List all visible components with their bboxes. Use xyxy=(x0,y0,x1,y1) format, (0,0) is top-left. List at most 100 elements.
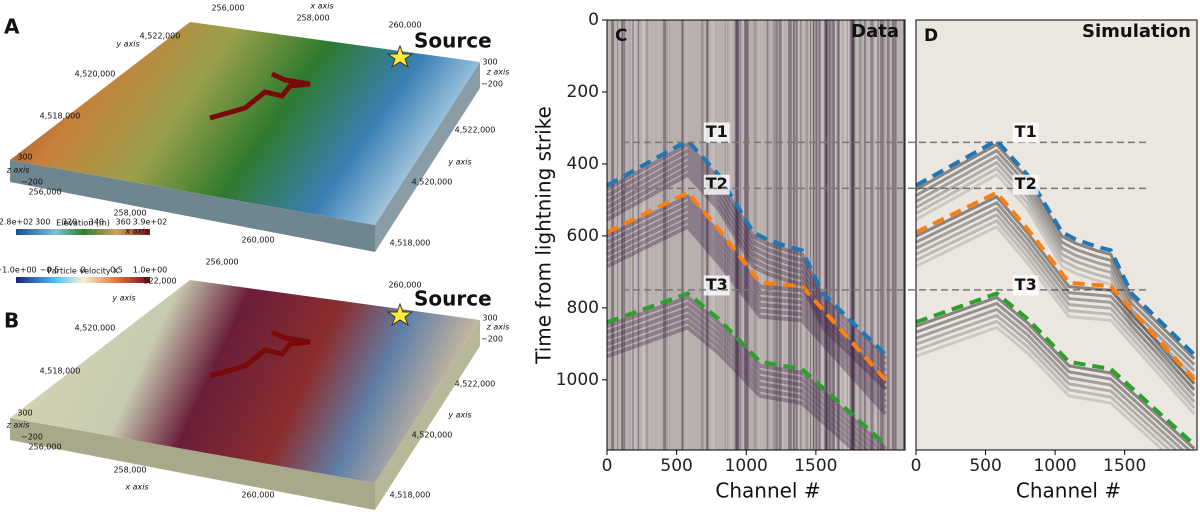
noise-stripe xyxy=(743,20,746,450)
noise-stripe xyxy=(726,20,730,450)
noise-stripe xyxy=(850,20,852,450)
pick-line xyxy=(607,138,887,357)
reflection-band xyxy=(916,313,1179,450)
reflection-band xyxy=(916,295,1196,450)
noise-stripe xyxy=(825,20,828,450)
noise-stripe xyxy=(766,20,769,450)
noise-stripe xyxy=(634,20,637,450)
noise-stripe xyxy=(822,20,826,450)
axis-text: 260,000 xyxy=(388,281,421,290)
colorbar-tick: 0.5 xyxy=(110,266,123,275)
pick-label: T3 xyxy=(706,275,728,294)
noise-stripe xyxy=(788,20,791,450)
pick-line xyxy=(916,291,1196,447)
noise-stripe xyxy=(816,20,820,450)
frame xyxy=(606,19,906,451)
axis-text: 522,000 xyxy=(143,277,176,286)
pick-label-bg xyxy=(1012,275,1039,296)
reflection-band xyxy=(607,206,887,398)
noise-stripe xyxy=(856,20,858,450)
noise-stripe xyxy=(644,20,646,450)
reflection-band xyxy=(607,325,857,450)
noise-stripe xyxy=(607,20,610,450)
noise-stripe xyxy=(833,20,836,450)
x-tick-label: 1000 xyxy=(1033,456,1076,476)
axis-text: −200 xyxy=(481,335,503,344)
axis-text: 260,000 xyxy=(241,491,274,500)
noise-stripe xyxy=(779,20,782,450)
axis-text: 4,518,000 xyxy=(390,239,431,248)
noise-stripe xyxy=(642,20,645,450)
noise-stripe xyxy=(877,20,879,450)
noise-stripe xyxy=(893,20,897,450)
noise-stripe xyxy=(772,20,775,450)
noise-stripe xyxy=(870,20,873,450)
noise-stripe xyxy=(637,20,640,450)
noise-stripe xyxy=(730,20,732,450)
noise-stripe xyxy=(850,20,852,450)
noise-stripe xyxy=(730,20,732,450)
noise-stripe xyxy=(859,20,862,450)
axis-text: x axis xyxy=(309,2,333,11)
noise-stripe xyxy=(777,20,779,450)
noise-stripe xyxy=(889,20,892,450)
noise-stripe xyxy=(636,20,640,450)
noise-stripe xyxy=(796,20,800,450)
colorbar-tick: 3.9e+02 xyxy=(133,218,168,227)
noise-stripe xyxy=(666,20,667,450)
noise-stripe xyxy=(870,20,874,450)
axis-text: −200 xyxy=(21,433,43,442)
pick-label-bg xyxy=(1012,122,1039,143)
noise-stripe xyxy=(903,20,905,450)
reflection-band xyxy=(916,325,1165,450)
pick-label-bg xyxy=(703,122,730,143)
colorbar-tick: −1.0e+00 xyxy=(0,266,37,275)
x-tick-label: 1000 xyxy=(725,456,768,476)
reflection-band xyxy=(607,301,884,450)
axis-text: x axis xyxy=(124,483,148,492)
frame xyxy=(915,19,1198,451)
colorbar-tick: 320 xyxy=(62,218,77,227)
noise-stripe xyxy=(734,20,737,450)
noise-stripe xyxy=(864,20,868,450)
noise-stripe xyxy=(836,20,840,450)
reflection-band xyxy=(607,194,887,386)
axis-text: 4,522,000 xyxy=(455,126,496,135)
noise-stripe xyxy=(833,20,835,450)
noise-stripe xyxy=(727,20,730,450)
axis-text: 300 xyxy=(17,153,32,162)
x-tick-label: 0 xyxy=(911,456,922,476)
noise-stripe xyxy=(830,20,832,450)
y-tick-label: 1000 xyxy=(556,370,599,390)
axis-text: 256,000 xyxy=(28,188,61,197)
noise-stripe xyxy=(632,20,634,450)
noise-stripe xyxy=(805,20,807,450)
noise-stripe xyxy=(892,20,894,450)
x-tick-label: 0 xyxy=(602,456,613,476)
noise-stripe xyxy=(838,20,840,450)
reflection-band xyxy=(916,212,1196,403)
noise-stripe xyxy=(713,20,715,450)
noise-stripe xyxy=(796,20,798,450)
panel-title: Simulation xyxy=(1082,21,1191,42)
noise-stripe xyxy=(830,20,832,450)
colorbar-tick: 0 xyxy=(80,266,85,275)
axis-text: y axis xyxy=(447,411,471,420)
noise-stripe xyxy=(681,20,683,450)
axis-text: 258,000 xyxy=(113,466,146,475)
reflection-band xyxy=(916,154,1196,372)
noise-stripe xyxy=(803,20,806,450)
noise-stripe xyxy=(903,20,905,450)
noise-stripe xyxy=(735,20,738,450)
reflection-band xyxy=(607,224,887,416)
pick-line xyxy=(607,190,887,382)
pick-label-bg xyxy=(1012,174,1039,195)
noise-stripe xyxy=(813,20,817,450)
noise-stripe xyxy=(663,20,667,450)
panel-label: C xyxy=(615,26,627,46)
noise-stripe xyxy=(780,20,784,450)
noise-stripe xyxy=(743,20,746,450)
noise-stripe xyxy=(881,20,885,450)
noise-stripe xyxy=(706,20,709,450)
reflection-band xyxy=(916,224,1196,415)
